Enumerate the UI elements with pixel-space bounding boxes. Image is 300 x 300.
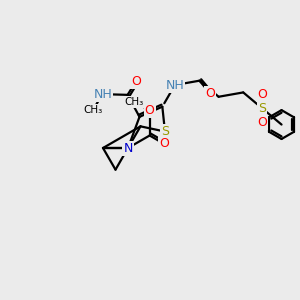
Text: CH₃: CH₃ — [83, 105, 102, 115]
Text: O: O — [159, 137, 169, 150]
Text: NH: NH — [166, 79, 184, 92]
Text: O: O — [257, 116, 267, 129]
Text: CH₃: CH₃ — [125, 97, 144, 107]
Text: N: N — [123, 142, 133, 154]
Text: O: O — [145, 104, 154, 117]
Text: S: S — [258, 102, 266, 115]
Text: O: O — [257, 88, 267, 101]
Text: NH: NH — [93, 88, 112, 101]
Text: O: O — [131, 74, 141, 88]
Text: S: S — [161, 125, 169, 138]
Text: O: O — [205, 87, 215, 100]
